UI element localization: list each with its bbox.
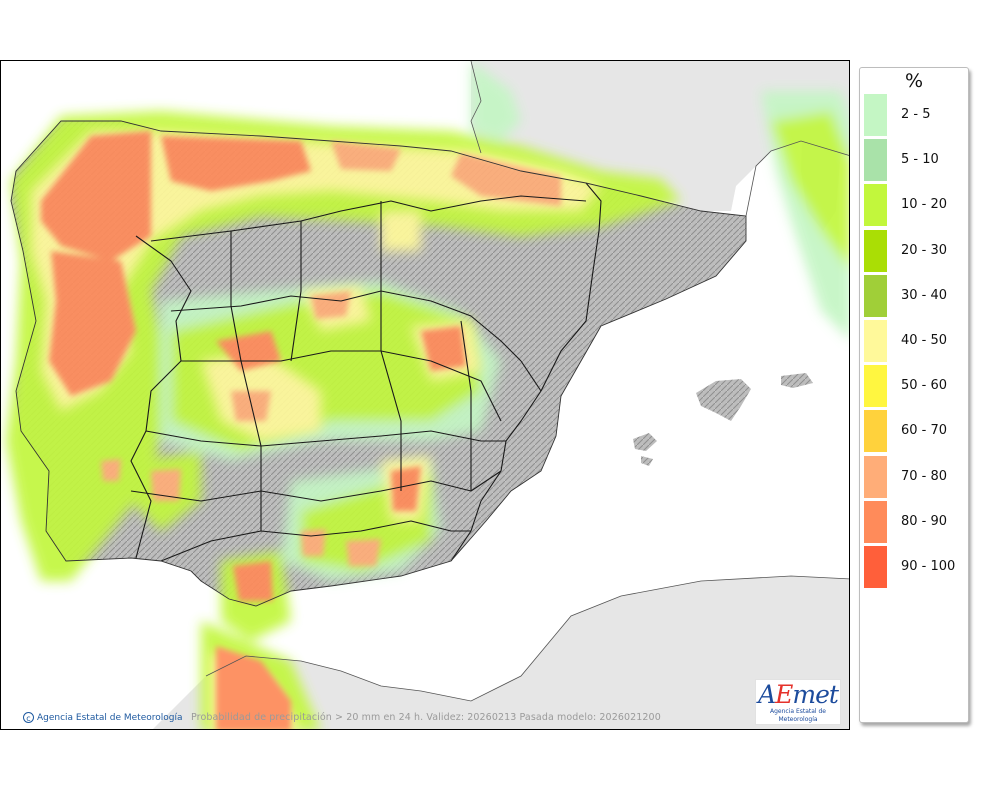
legend-item: 40 - 50 <box>864 320 968 362</box>
admin-borders <box>130 61 602 562</box>
legend-item: 5 - 10 <box>864 139 968 182</box>
aemet-logo: AEmet Agencia Estatal de Meteorología <box>755 679 841 725</box>
legend-unit: % <box>904 70 924 92</box>
menorca-land <box>781 373 813 388</box>
legend-swatch <box>864 274 887 317</box>
africa-coastline <box>205 575 849 702</box>
legend-label: 90 - 100 <box>901 559 956 574</box>
legend-swatch <box>864 455 887 498</box>
formentera-land <box>641 456 653 466</box>
ibiza-land <box>633 433 657 451</box>
legend-item: 2 - 5 <box>864 94 968 136</box>
legend-swatch <box>864 410 887 453</box>
iberia-coastline <box>10 120 747 607</box>
legend-swatch <box>864 94 887 136</box>
legend-item: 20 - 30 <box>864 229 968 272</box>
legend-label: 50 - 60 <box>901 378 948 394</box>
legend-item: 50 - 60 <box>864 365 968 408</box>
legend-swatch <box>864 500 887 543</box>
legend-label: 2 - 5 <box>901 107 931 122</box>
legend-label: 20 - 30 <box>901 242 948 258</box>
copyright-icon: c <box>23 712 34 723</box>
legend-swatch <box>864 546 887 588</box>
legend-swatch <box>864 184 887 227</box>
aemet-logo-mark: AEmet <box>758 680 839 709</box>
credit: c Agencia Estatal de Meteorología <box>23 712 183 723</box>
credit-text: Agencia Estatal de Meteorología <box>37 712 183 723</box>
legend-label: 5 - 10 <box>901 152 939 168</box>
legend-swatch <box>864 229 887 272</box>
legend-item: 90 - 100 <box>864 546 968 588</box>
mallorca-land <box>696 379 751 421</box>
map-caption: Probabilidad de precipitación > 20 mm en… <box>191 712 661 723</box>
map-canvas <box>6 61 849 729</box>
probability-overlay <box>6 61 849 729</box>
france-land <box>471 61 849 211</box>
legend-swatch <box>864 365 887 408</box>
legend-item: 10 - 20 <box>864 184 968 227</box>
legend-swatch <box>864 139 887 182</box>
legend-swatch <box>864 320 887 362</box>
legend-label: 30 - 40 <box>901 287 948 303</box>
legend-item: 30 - 40 <box>864 274 968 317</box>
legend-item: 80 - 90 <box>864 500 968 543</box>
legend-label: 10 - 20 <box>901 197 948 213</box>
forecast-map: c Agencia Estatal de Meteorología Probab… <box>0 60 850 730</box>
aemet-logo-subtitle: Agencia Estatal de Meteorología <box>769 708 826 723</box>
legend-label: 70 - 80 <box>901 468 948 484</box>
france-coastline <box>745 140 849 217</box>
legend-label: 40 - 50 <box>901 333 948 348</box>
legend-label: 60 - 70 <box>901 423 948 439</box>
legend-label: 80 - 90 <box>901 513 948 529</box>
africa-land <box>153 576 849 729</box>
legend-item: 60 - 70 <box>864 410 968 453</box>
legend-item: 70 - 80 <box>864 455 968 498</box>
legend: % 2 - 5 5 - 10 10 - 20 20 - 30 30 - 40 40 - 5… <box>859 67 969 723</box>
